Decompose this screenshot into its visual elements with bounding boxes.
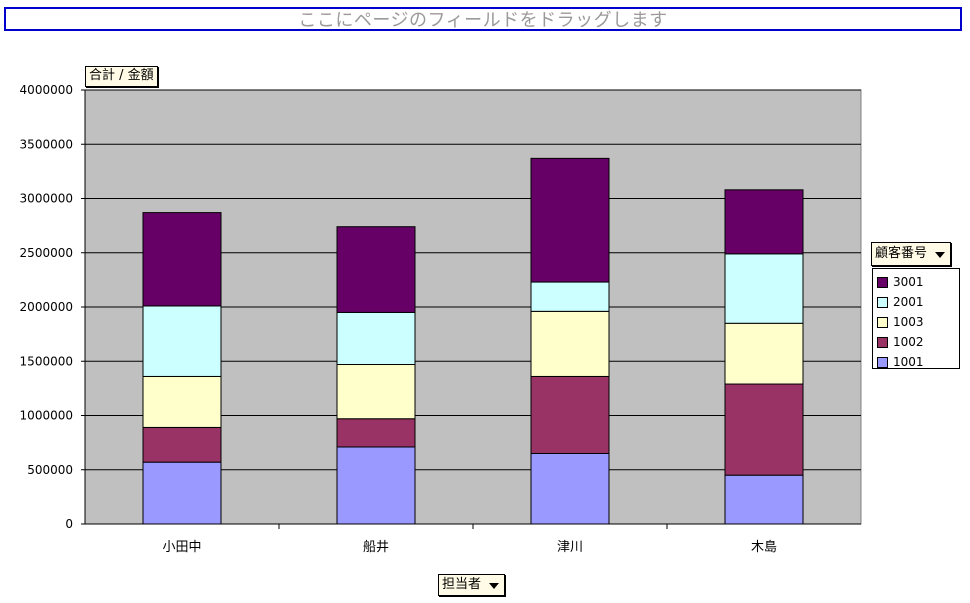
- category-field-label: 担当者: [442, 577, 482, 592]
- legend-swatch: [877, 316, 888, 328]
- page-field-drop-zone[interactable]: ここにページのフィールドをドラッグします: [4, 7, 962, 31]
- legend-swatch: [877, 296, 888, 308]
- bar-segment-2001: [724, 253, 804, 324]
- legend-label: 2001: [893, 295, 924, 309]
- data-field-button[interactable]: 合計 / 金額: [85, 66, 158, 87]
- bar-segment-3001: [336, 226, 416, 313]
- series-field-button[interactable]: 顧客番号: [871, 242, 952, 266]
- legend-label: 1002: [893, 335, 924, 349]
- y-tick-label: 1500000: [20, 354, 73, 368]
- chevron-down-icon[interactable]: [931, 246, 947, 262]
- x-tick-label: 木島: [751, 540, 777, 555]
- bar-segment-2001: [142, 305, 222, 377]
- bar-segment-2001: [530, 281, 610, 312]
- legend: 3001 2001 1003 1002 1001: [872, 268, 960, 369]
- y-tick-label: 4000000: [20, 83, 73, 97]
- legend-swatch: [877, 356, 888, 368]
- legend-item: 1002: [877, 332, 959, 352]
- legend-item: 3001: [877, 272, 959, 292]
- legend-item: 1003: [877, 312, 959, 332]
- legend-label: 1001: [893, 355, 924, 369]
- series-field-label: 顧客番号: [875, 246, 928, 261]
- bar-segment-1001: [142, 461, 222, 525]
- bar-segment-1003: [530, 310, 610, 377]
- x-tick-label: 小田中: [162, 540, 201, 555]
- y-tick-label: 2500000: [20, 246, 73, 260]
- bar-segment-1003: [336, 364, 416, 420]
- y-tick-label: 0: [65, 517, 73, 531]
- x-tick-label: 津川: [557, 540, 583, 555]
- bar-segment-1001: [530, 452, 610, 525]
- bar-segment-3001: [724, 189, 804, 255]
- chevron-down-icon[interactable]: [485, 577, 501, 593]
- legend-item: 2001: [877, 292, 959, 312]
- bar-segment-1003: [724, 322, 804, 385]
- legend-swatch: [877, 276, 888, 288]
- bar-segment-1001: [724, 474, 804, 525]
- legend-label: 3001: [893, 275, 924, 289]
- bar-segment-3001: [530, 157, 610, 283]
- category-field-button[interactable]: 担当者: [438, 574, 506, 596]
- bar-segment-1003: [142, 375, 222, 428]
- y-tick-label: 2000000: [20, 300, 73, 314]
- bar-segment-1002: [724, 383, 804, 476]
- bar-segment-1001: [336, 446, 416, 525]
- legend-swatch: [877, 336, 888, 348]
- y-tick-label: 3500000: [20, 137, 73, 151]
- y-tick-label: 500000: [27, 463, 73, 477]
- y-tick-label: 1000000: [20, 409, 73, 423]
- bar-segment-2001: [336, 311, 416, 366]
- legend-item: 1001: [877, 352, 959, 372]
- x-tick-label: 船井: [363, 540, 389, 555]
- bar-segment-1002: [530, 375, 610, 454]
- page-field-drop-text: ここにページのフィールドをドラッグします: [298, 10, 668, 31]
- bar-segment-1002: [142, 426, 222, 463]
- y-tick-label: 3000000: [20, 192, 73, 206]
- data-field-label: 合計 / 金額: [89, 68, 154, 83]
- bar-segment-1002: [336, 418, 416, 448]
- bar-segment-3001: [142, 212, 222, 307]
- legend-label: 1003: [893, 315, 924, 329]
